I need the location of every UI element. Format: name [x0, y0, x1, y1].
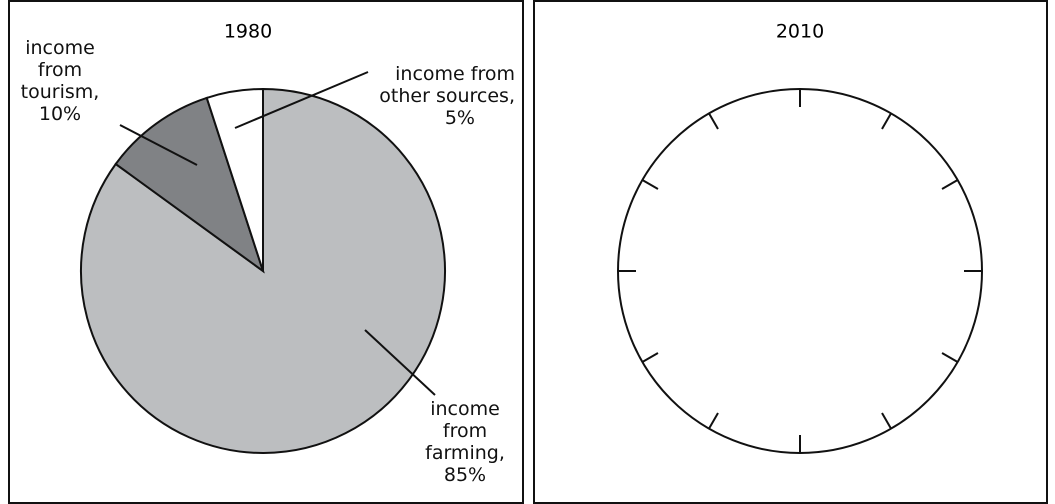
category-label: income from other sources,: [379, 63, 515, 107]
tick-mark: [941, 352, 959, 363]
category-label: income from farming,: [425, 398, 505, 464]
panel: [533, 0, 1048, 504]
leader-line: [364, 329, 436, 396]
leader-line: [234, 71, 369, 129]
slice-label: income from other sources, 5%: [365, 63, 515, 129]
tick-mark: [641, 179, 659, 190]
category-label: income from tourism,: [20, 37, 100, 103]
value-label: 5%: [444, 107, 475, 129]
tick-mark: [708, 112, 719, 130]
tick-mark: [941, 179, 959, 190]
chart-title: 2010: [776, 21, 824, 43]
slice-label: income from farming, 85%: [425, 398, 505, 486]
tick-mark: [881, 112, 892, 130]
value-label: 85%: [443, 464, 487, 486]
pie-outline: [617, 88, 983, 454]
tick-mark: [708, 412, 719, 430]
leader-line: [119, 124, 198, 166]
pie-slice: [205, 87, 264, 272]
tick-mark: [881, 412, 892, 430]
slice-label: income from tourism, 10%: [20, 37, 100, 125]
tick-mark: [641, 352, 659, 363]
chart-title: 1980: [224, 21, 272, 43]
panel: [8, 0, 524, 504]
value-label: 10%: [38, 103, 82, 125]
